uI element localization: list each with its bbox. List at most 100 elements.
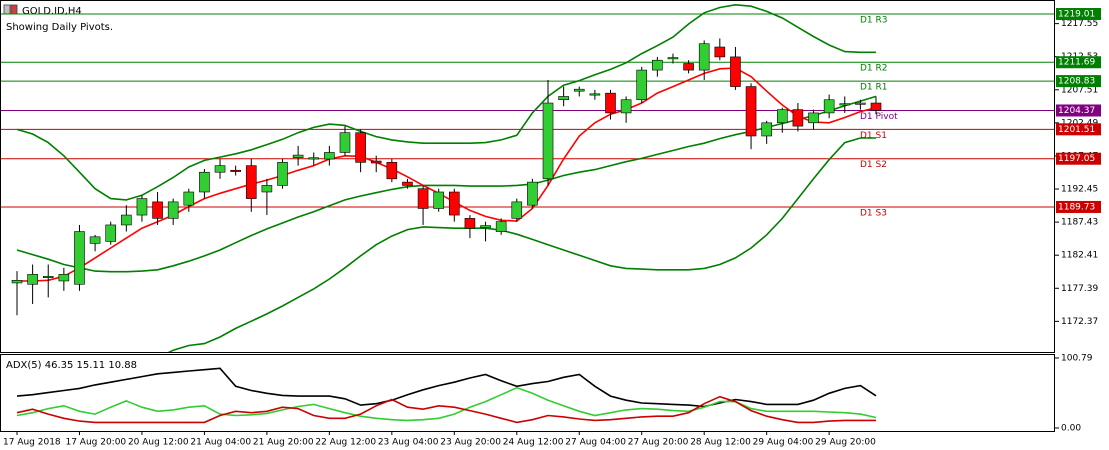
candle-body bbox=[89, 236, 101, 244]
candle-body bbox=[292, 154, 304, 159]
overlay-line bbox=[16, 3, 876, 201]
candle-body bbox=[214, 165, 226, 173]
candle-body bbox=[433, 191, 444, 209]
candle-body bbox=[714, 46, 726, 58]
indicator-title: ADX(5) 46.35 15.11 10.88 bbox=[6, 360, 137, 371]
candle-body bbox=[449, 191, 460, 216]
pivot-label: 1201.51 bbox=[1058, 125, 1095, 135]
candle-body bbox=[74, 231, 85, 285]
pivot-name: D1 S3 bbox=[860, 208, 887, 218]
candle-body bbox=[855, 102, 866, 105]
candle-body bbox=[464, 218, 476, 229]
candle-body bbox=[152, 201, 163, 219]
pivot-label-box bbox=[1056, 75, 1101, 88]
x-tick-label: 24 Aug 12:00 bbox=[503, 438, 564, 448]
x-tick-label: 28 Aug 12:00 bbox=[690, 438, 751, 448]
candle-body bbox=[355, 132, 366, 163]
y-tick-label: 100.79 bbox=[1061, 354, 1093, 364]
candle-body bbox=[42, 276, 54, 278]
x-tick-label: 27 Aug 20:00 bbox=[628, 438, 689, 448]
pivot-label-box bbox=[1056, 123, 1101, 136]
candle-body bbox=[230, 169, 241, 172]
candle-body bbox=[136, 198, 148, 216]
y-tick-label: 1177.39 bbox=[1061, 284, 1098, 294]
chart-title: GOLD.ID,H4 bbox=[22, 6, 82, 17]
candle-body bbox=[167, 201, 179, 219]
candle-body bbox=[386, 162, 398, 180]
candle-body bbox=[417, 188, 429, 209]
pivot-name: D1 R1 bbox=[860, 83, 888, 93]
x-tick-label: 21 Aug 20:00 bbox=[253, 438, 314, 448]
candle-body bbox=[105, 224, 117, 242]
candle-body bbox=[620, 99, 632, 114]
candle-body bbox=[58, 274, 70, 282]
pivot-name: D1 R3 bbox=[860, 16, 888, 26]
candle-body bbox=[870, 102, 882, 111]
pivot-name: D1 S1 bbox=[860, 131, 887, 141]
candle-body bbox=[698, 43, 710, 71]
x-tick-label: 29 Aug 04:00 bbox=[753, 438, 814, 448]
candle-body bbox=[558, 96, 569, 101]
candle-body bbox=[527, 181, 538, 206]
x-tick-label: 21 Aug 04:00 bbox=[190, 438, 251, 448]
candle-body bbox=[511, 201, 523, 219]
y-tick-label: 1182.41 bbox=[1061, 251, 1098, 261]
candle-body bbox=[761, 122, 772, 137]
candle-body bbox=[730, 56, 741, 87]
main-frame bbox=[0, 0, 1055, 353]
candle-body bbox=[652, 59, 663, 71]
y-tick-label: 1192.45 bbox=[1061, 185, 1098, 195]
y-tick-label: 1207.51 bbox=[1061, 85, 1098, 95]
candle-body bbox=[823, 99, 835, 114]
candle-body bbox=[308, 157, 320, 160]
main-plot bbox=[1, 3, 1054, 352]
indicator-frame bbox=[0, 354, 1055, 432]
candle-body bbox=[683, 63, 694, 71]
x-tick-label: 17 Aug 2018 bbox=[3, 438, 61, 448]
candle-body bbox=[245, 165, 257, 199]
pivot-label: 1211.69 bbox=[1058, 58, 1095, 68]
candle-body bbox=[495, 221, 507, 232]
overlay-line bbox=[16, 95, 877, 273]
x-tick-label: 20 Aug 12:00 bbox=[128, 438, 189, 448]
candle-body bbox=[199, 171, 210, 193]
x-tick-label: 22 Aug 12:00 bbox=[315, 438, 376, 448]
y-tick-label: 0.00 bbox=[1061, 424, 1081, 434]
pivot-label-box bbox=[1056, 8, 1101, 21]
pivot-label: 1208.83 bbox=[1058, 77, 1095, 87]
candle-body bbox=[605, 92, 616, 114]
candle-body bbox=[573, 88, 585, 92]
candle-body bbox=[542, 102, 554, 180]
candle-body bbox=[745, 86, 757, 137]
pivot-label-box bbox=[1056, 152, 1101, 165]
candle-body bbox=[324, 152, 335, 160]
candle-body bbox=[339, 132, 351, 153]
candle-body bbox=[839, 103, 851, 106]
overlay-line bbox=[167, 137, 876, 352]
x-tick-label: 23 Aug 20:00 bbox=[440, 438, 501, 448]
candle-body bbox=[277, 162, 288, 186]
pivot-label-box bbox=[1056, 104, 1101, 117]
y-tick-label: 1187.43 bbox=[1061, 218, 1098, 228]
candle-body bbox=[589, 93, 601, 96]
indicator-line bbox=[16, 395, 876, 424]
candle-body bbox=[808, 112, 819, 124]
pivot-name: D1 S2 bbox=[860, 160, 887, 170]
candle-body bbox=[11, 280, 23, 284]
indicator-plot bbox=[16, 367, 877, 424]
x-tick-label: 23 Aug 04:00 bbox=[378, 438, 439, 448]
chart-subtitle: Showing Daily Pivots. bbox=[6, 22, 113, 33]
x-tick-label: 29 Aug 20:00 bbox=[815, 438, 876, 448]
x-tick-label: 27 Aug 04:00 bbox=[565, 438, 626, 448]
pivot-label: 1219.01 bbox=[1058, 10, 1095, 20]
candle-body bbox=[183, 191, 195, 206]
candle-body bbox=[27, 274, 38, 285]
pivot-label: 1204.37 bbox=[1058, 106, 1095, 116]
candle-body bbox=[402, 181, 413, 186]
candle-body bbox=[776, 109, 788, 124]
pivot-label-box bbox=[1056, 56, 1101, 69]
pivot-name: D1 Pivot bbox=[860, 112, 898, 122]
y-tick-label: 1172.37 bbox=[1061, 317, 1098, 327]
